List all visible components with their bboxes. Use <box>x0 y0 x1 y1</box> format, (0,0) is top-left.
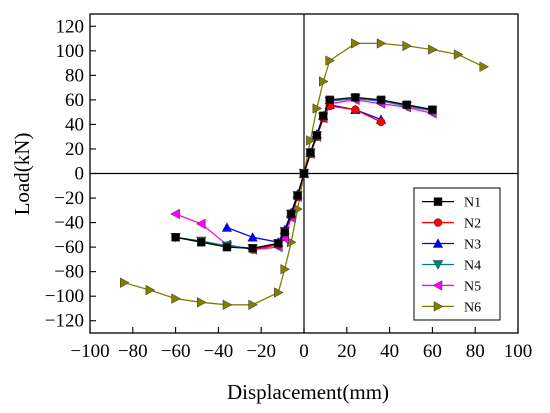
legend-label-n6: N6 <box>464 300 481 315</box>
x-axis-title: Displacement(mm) <box>227 380 389 404</box>
y-tick-label: −40 <box>54 213 84 234</box>
x-tick-label: 40 <box>380 341 399 362</box>
legend-marker-n4 <box>432 260 444 270</box>
data-point <box>319 76 329 87</box>
data-point <box>197 297 207 308</box>
y-tick-label: 80 <box>65 65 84 86</box>
data-point <box>351 38 361 49</box>
y-tick-label: −60 <box>54 237 84 258</box>
data-point <box>325 95 334 105</box>
y-axis-title: Load(kN) <box>10 133 34 216</box>
data-point <box>402 100 411 110</box>
y-tick-label: 0 <box>75 164 85 185</box>
data-point <box>248 244 257 253</box>
legend-marker-n6 <box>433 301 444 312</box>
data-point <box>222 242 232 252</box>
y-tick-label: 100 <box>56 41 85 62</box>
legend-label-n5: N5 <box>464 279 481 294</box>
data-point <box>312 103 323 114</box>
x-tick-label: −20 <box>246 341 276 362</box>
data-point <box>453 49 464 60</box>
data-point <box>376 38 387 49</box>
x-tick-label: −60 <box>161 341 191 362</box>
x-tick-label: 100 <box>504 341 533 362</box>
data-point <box>171 233 180 242</box>
axes <box>89 13 519 334</box>
legend: N1 N2 N3 N4 N5 N6 <box>413 187 501 321</box>
data-point <box>428 44 438 55</box>
x-tick-label: −40 <box>204 341 234 362</box>
legend-marker-n1 <box>433 197 443 206</box>
legend-marker-n3 <box>432 238 444 248</box>
data-point <box>312 131 322 140</box>
x-tick-label: −100 <box>70 341 109 362</box>
data-point <box>145 284 156 296</box>
legend-label-n2: N2 <box>464 217 481 232</box>
data-point <box>247 231 258 242</box>
data-point <box>222 299 233 311</box>
x-tick-label: 80 <box>466 341 485 362</box>
data-point <box>402 40 413 52</box>
y-tick-label: −80 <box>54 262 84 283</box>
data-point <box>376 95 386 105</box>
y-tick-label: 60 <box>65 90 84 111</box>
y-tick-label: 20 <box>65 139 84 160</box>
data-point <box>306 148 315 157</box>
legend-label-n4: N4 <box>464 258 481 273</box>
y-tick-label: −100 <box>45 286 84 307</box>
data-point <box>119 277 130 288</box>
data-point <box>248 299 258 311</box>
series-n1 <box>171 93 437 253</box>
series-line-n2 <box>252 105 382 251</box>
legend-label-n3: N3 <box>464 238 481 253</box>
data-point <box>274 287 284 298</box>
data-point <box>280 228 289 237</box>
data-point <box>280 263 291 275</box>
data-point <box>325 55 336 66</box>
x-tick-label: 0 <box>299 341 309 362</box>
y-tick-label: 40 <box>65 114 84 135</box>
x-tick-label: −80 <box>118 341 148 362</box>
y-tick-label: −20 <box>54 188 84 209</box>
legend-marker-n5 <box>432 280 443 291</box>
legend-box <box>413 187 501 321</box>
series-group <box>119 38 490 311</box>
data-point <box>170 208 180 220</box>
legend-label-n1: N1 <box>464 196 481 211</box>
y-tick-label: −120 <box>45 311 84 332</box>
data-point <box>286 209 296 219</box>
x-tick-label: 20 <box>337 341 356 362</box>
data-point <box>195 218 206 230</box>
data-point <box>221 222 233 232</box>
legend-marker-n2 <box>433 218 443 227</box>
series-n6 <box>119 38 490 311</box>
data-point <box>479 61 490 72</box>
data-point <box>299 169 309 178</box>
data-point <box>306 135 316 146</box>
data-point <box>293 191 302 200</box>
data-point <box>171 293 181 304</box>
x-tick-label: 60 <box>423 341 442 362</box>
data-point <box>351 93 360 102</box>
tick-labels: −100 −80 −60 −40 −20 0 20 40 60 80 100−120−100−80−… <box>45 16 532 362</box>
data-point <box>197 237 206 247</box>
data-point <box>274 239 283 248</box>
data-point <box>319 111 328 121</box>
y-tick-label: 120 <box>56 16 85 37</box>
data-point <box>428 105 437 114</box>
data-point <box>351 105 360 114</box>
series-n2 <box>248 101 386 254</box>
data-point <box>376 117 386 127</box>
